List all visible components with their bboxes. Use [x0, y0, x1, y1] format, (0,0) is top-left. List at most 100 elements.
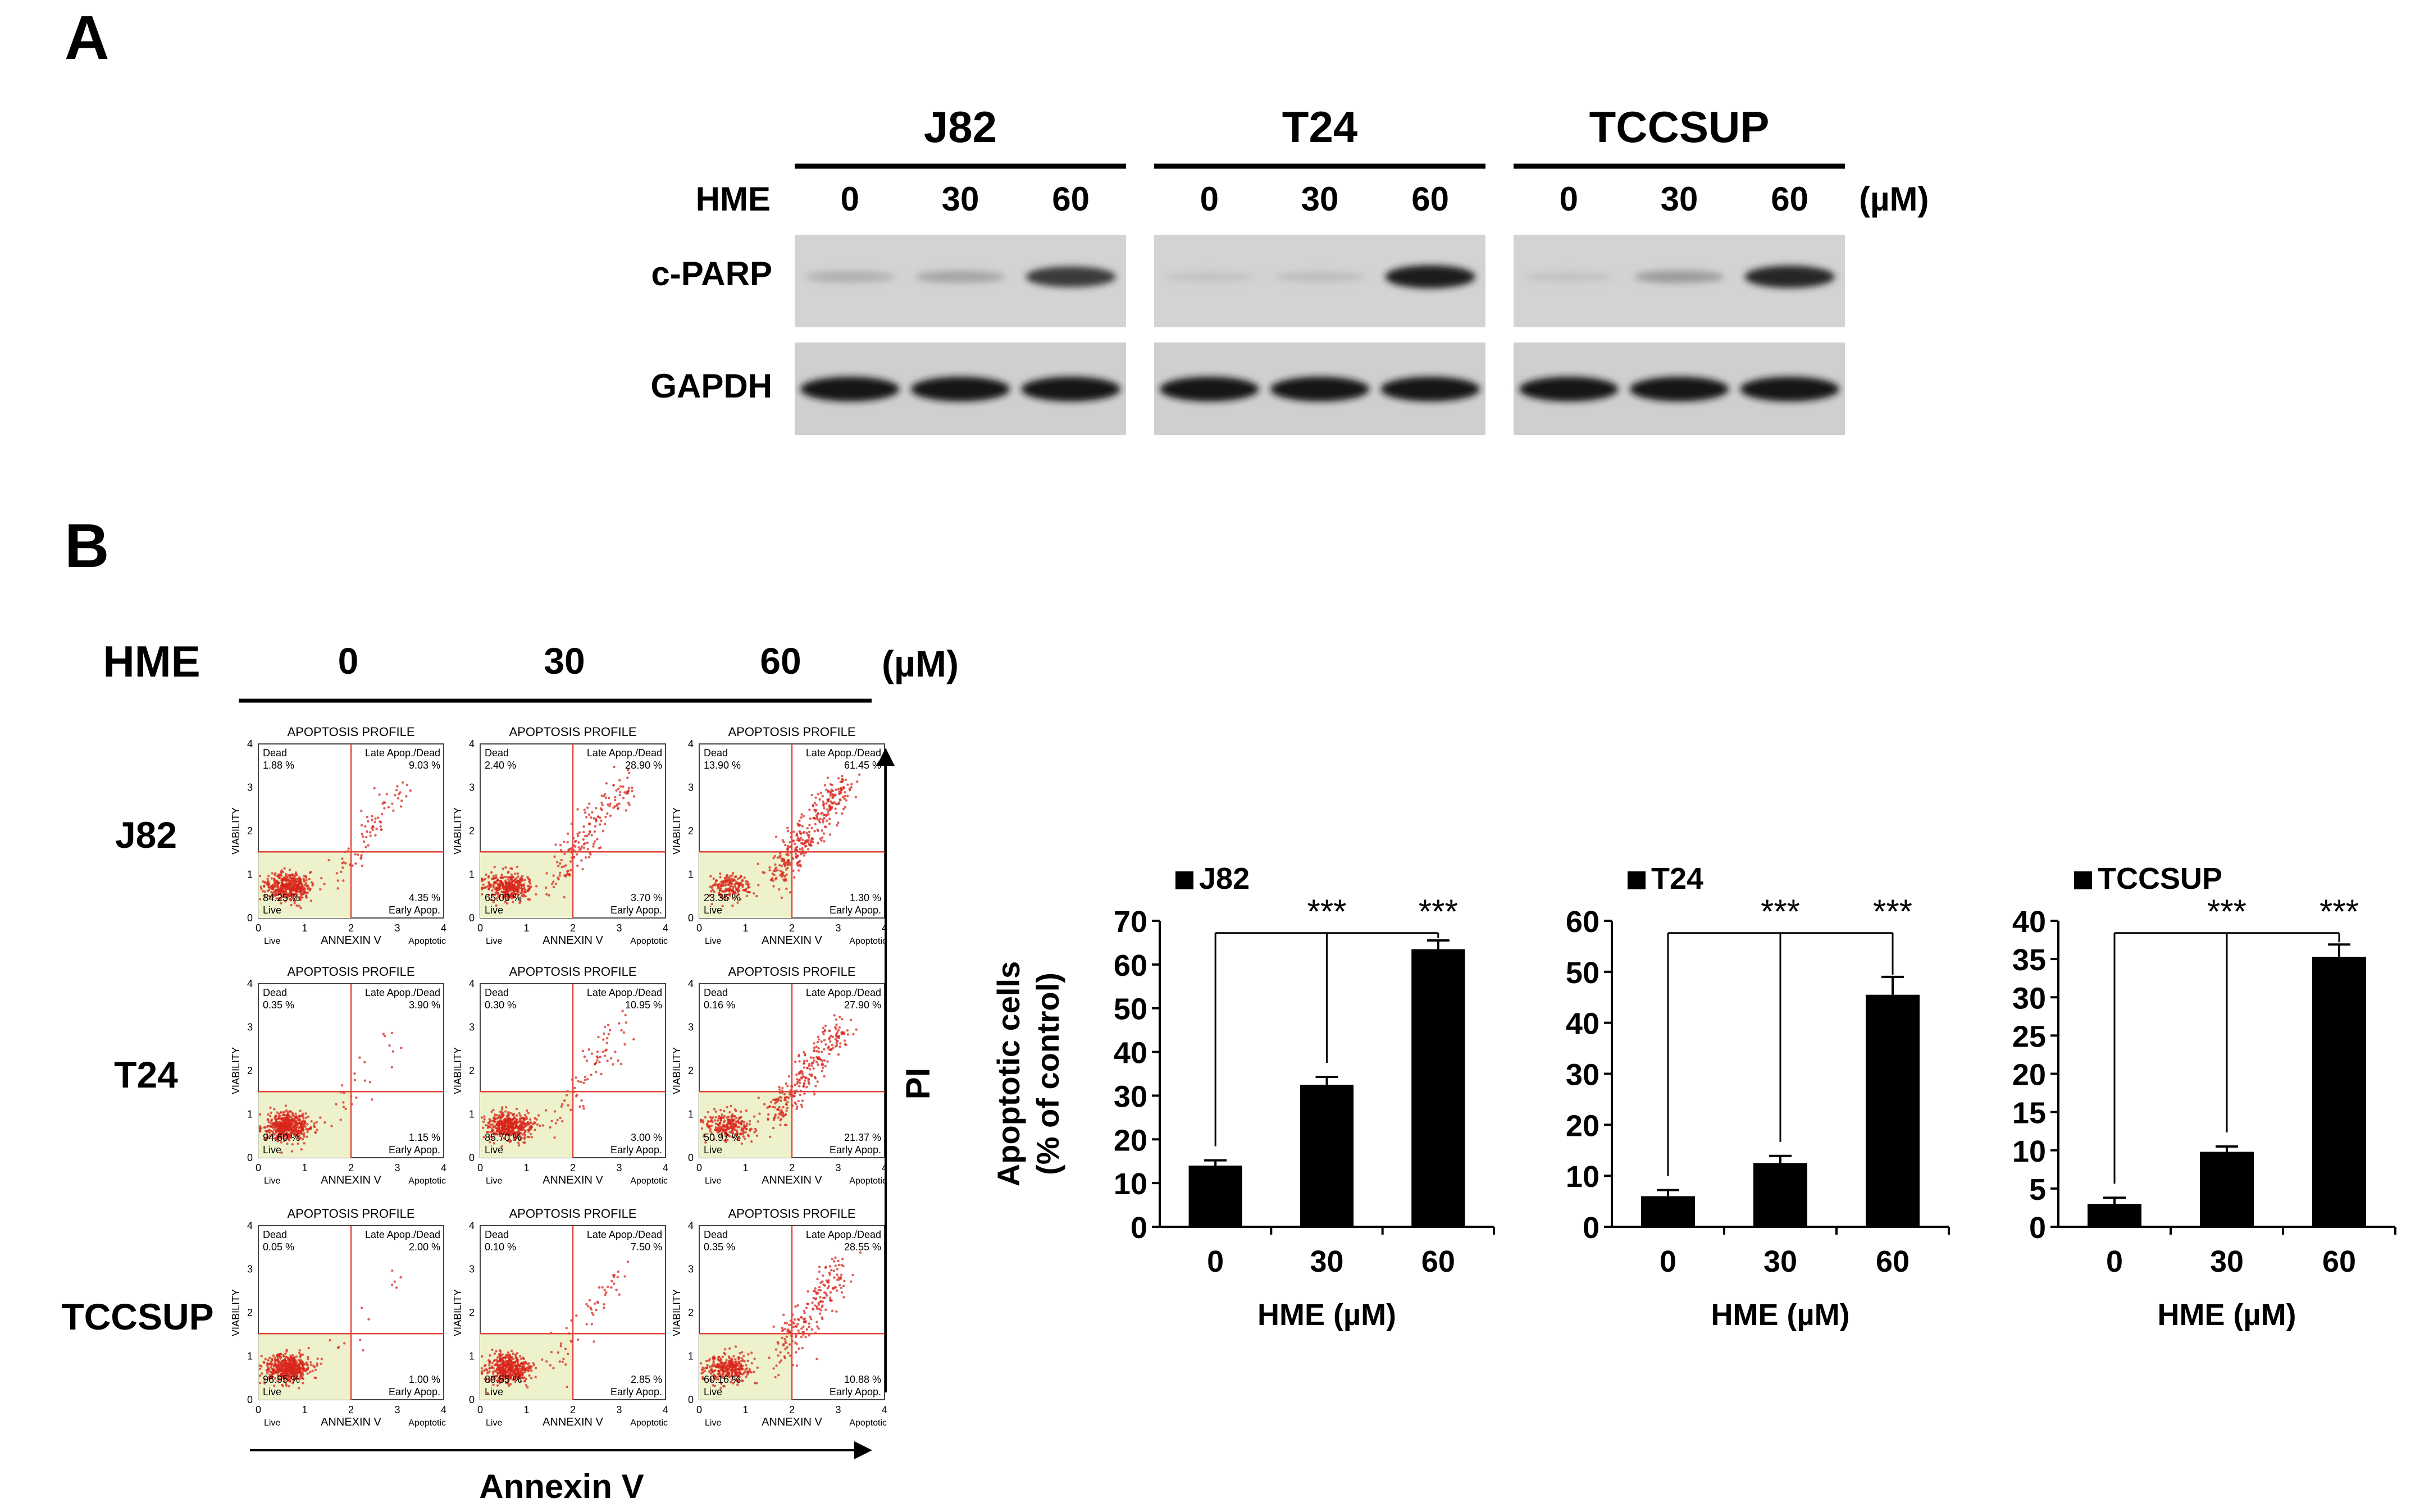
- flow-tick-y: 0: [688, 912, 694, 924]
- event-dot: [826, 1060, 829, 1063]
- event-dot: [810, 1328, 814, 1331]
- event-dot: [707, 1126, 710, 1129]
- event-dot: [298, 1351, 301, 1354]
- event-dot: [835, 788, 837, 791]
- event-dot: [803, 1062, 806, 1065]
- event-dot: [480, 1367, 484, 1370]
- event-dot: [272, 1354, 275, 1357]
- flow-tick-x: 3: [835, 1162, 841, 1173]
- event-dot: [601, 1050, 605, 1053]
- event-dot: [303, 1123, 306, 1127]
- event-dot: [713, 1357, 716, 1360]
- event-dot: [710, 1125, 713, 1127]
- flow-tick-x: 2: [348, 1162, 354, 1173]
- event-dot: [586, 848, 589, 851]
- event-dot: [306, 1372, 309, 1375]
- event-dot: [837, 1263, 841, 1267]
- event-dot: [808, 830, 811, 833]
- event-dot: [794, 1305, 797, 1308]
- event-dot: [731, 904, 734, 907]
- event-dot: [492, 875, 495, 878]
- flow-tick-x: 1: [742, 922, 748, 934]
- event-dot: [506, 897, 509, 901]
- event-dot: [797, 869, 800, 872]
- event-dot: [311, 1369, 314, 1373]
- event-dot: [774, 878, 777, 881]
- event-dot: [822, 832, 826, 835]
- event-dot: [509, 894, 512, 897]
- event-dot: [534, 1117, 536, 1120]
- event-dot: [729, 881, 732, 884]
- event-dot: [292, 1125, 295, 1129]
- event-dot: [741, 885, 744, 888]
- event-dot: [315, 1376, 317, 1379]
- y-tick-label: 30: [1114, 1080, 1147, 1113]
- event-dot: [508, 1354, 512, 1357]
- event-dot: [823, 1059, 826, 1062]
- band-cparp: [1274, 271, 1365, 282]
- event-dot: [739, 1364, 742, 1368]
- event-dot: [802, 1325, 805, 1328]
- event-dot: [708, 1358, 712, 1361]
- event-dot: [813, 1042, 815, 1045]
- event-dot: [830, 800, 832, 803]
- event-dot: [808, 843, 811, 846]
- event-dot: [289, 879, 291, 882]
- event-dot: [576, 808, 579, 811]
- flow-plot-title: APOPTOSIS PROFILE: [288, 725, 415, 739]
- event-dot: [519, 881, 522, 884]
- event-dot: [269, 896, 272, 898]
- band-gapdh: [1021, 377, 1120, 401]
- event-dot: [284, 1104, 288, 1107]
- event-dot: [833, 1014, 836, 1017]
- band-cparp: [1164, 272, 1255, 282]
- event-dot: [704, 1116, 707, 1119]
- event-dot: [578, 1105, 581, 1108]
- event-dot: [278, 1124, 281, 1127]
- event-dot: [623, 1275, 626, 1278]
- event-dot: [776, 869, 779, 872]
- event-dot: [281, 894, 284, 898]
- event-dot: [282, 887, 285, 890]
- event-dot: [593, 840, 596, 843]
- flow-tick-y: 2: [469, 1307, 475, 1318]
- flow-tick-x: 0: [696, 1404, 702, 1415]
- event-dot: [725, 1359, 728, 1362]
- event-dot: [724, 880, 727, 883]
- event-dot: [284, 884, 287, 887]
- event-dot: [530, 1369, 533, 1372]
- event-dot: [808, 1065, 811, 1067]
- event-dot: [614, 796, 617, 799]
- event-dot: [817, 1038, 821, 1041]
- event-dot: [731, 1120, 734, 1122]
- event-dot: [484, 886, 487, 889]
- event-dot: [831, 1309, 834, 1312]
- event-dot: [293, 902, 296, 905]
- event-dot: [399, 791, 402, 794]
- event-dot: [849, 1018, 853, 1021]
- event-dot: [824, 825, 827, 829]
- event-dot: [482, 1120, 485, 1123]
- event-dot: [545, 872, 548, 875]
- event-dot: [735, 1109, 737, 1112]
- event-dot: [815, 808, 818, 812]
- event-dot: [521, 884, 523, 888]
- flow-y-label: VIABILITY: [452, 1047, 463, 1094]
- event-dot: [785, 887, 788, 890]
- event-dot: [266, 1125, 269, 1128]
- event-dot: [712, 1360, 715, 1363]
- event-dot: [858, 773, 861, 776]
- event-dot: [755, 1134, 759, 1138]
- event-dot: [731, 1363, 733, 1366]
- event-dot: [286, 1120, 289, 1123]
- event-dot: [732, 871, 735, 875]
- event-dot: [828, 817, 831, 820]
- event-dot: [301, 1382, 304, 1385]
- event-dot: [744, 1131, 747, 1134]
- event-dot: [488, 1370, 491, 1373]
- event-dot: [810, 826, 813, 830]
- event-dot: [812, 1290, 815, 1292]
- event-dot: [360, 824, 363, 827]
- event-dot: [530, 1136, 534, 1139]
